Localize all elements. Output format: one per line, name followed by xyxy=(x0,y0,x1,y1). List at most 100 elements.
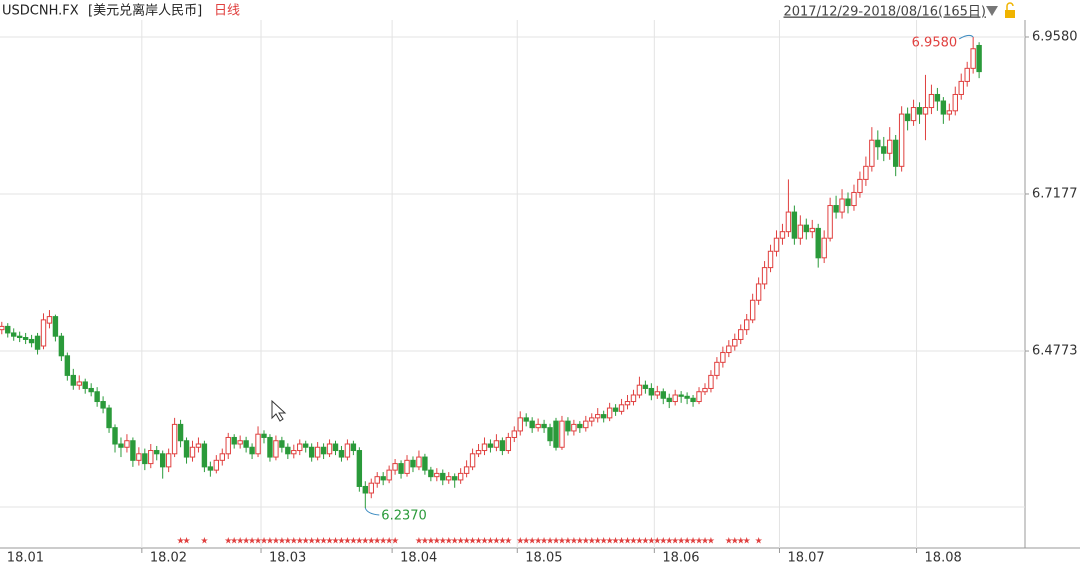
max-label: 6.9580 xyxy=(912,35,958,50)
star-marker: ★ xyxy=(695,537,703,547)
star-marker: ★ xyxy=(182,537,190,547)
star-marker: ★ xyxy=(248,537,256,547)
candle-body xyxy=(630,394,637,403)
star-marker: ★ xyxy=(701,537,709,547)
candle-body xyxy=(892,139,899,167)
candle-body xyxy=(338,450,345,458)
star-marker: ★ xyxy=(433,537,441,547)
star-marker: ★ xyxy=(200,537,208,547)
star-marker: ★ xyxy=(641,537,649,547)
candle-body xyxy=(887,139,893,154)
candle-body xyxy=(332,443,339,452)
star-marker: ★ xyxy=(588,537,596,547)
candle-body xyxy=(666,397,672,403)
star-marker: ★ xyxy=(582,537,590,547)
min-label: 6.2370 xyxy=(381,509,427,524)
star-marker: ★ xyxy=(415,537,423,547)
candle-body xyxy=(94,391,100,403)
candle-body xyxy=(285,446,291,455)
candle-body xyxy=(118,443,124,448)
star-marker: ★ xyxy=(373,537,381,547)
candle-body xyxy=(58,335,65,357)
candle-body xyxy=(678,394,684,397)
candle-body xyxy=(88,387,94,393)
candle-body xyxy=(0,325,5,331)
candle-body xyxy=(487,443,494,448)
candle-body xyxy=(833,205,839,213)
star-marker: ★ xyxy=(302,537,310,547)
candle-body xyxy=(267,436,273,458)
candle-body xyxy=(368,482,374,494)
candle-body xyxy=(857,178,863,193)
y-tick-label: 6.7177 xyxy=(1032,186,1078,201)
candle-body xyxy=(70,374,76,386)
star-marker: ★ xyxy=(647,537,655,547)
star-marker: ★ xyxy=(451,537,459,547)
candle-body xyxy=(898,113,905,167)
candle-body xyxy=(16,335,23,339)
candle-body xyxy=(297,443,303,452)
star-marker: ★ xyxy=(314,537,322,547)
max-leader xyxy=(958,34,974,40)
candle-body xyxy=(714,361,720,376)
candle-body xyxy=(934,93,941,102)
candle-body xyxy=(869,139,875,167)
date-range[interactable]: 2017/12/29-2018/08/16(165日) xyxy=(783,5,986,20)
x-tick-label: 18.07 xyxy=(787,551,824,566)
candle-body xyxy=(183,440,190,458)
candle-body xyxy=(463,466,470,474)
candle-body xyxy=(189,446,196,458)
candle-body xyxy=(416,456,422,468)
star-marker: ★ xyxy=(606,537,614,547)
star-marker: ★ xyxy=(266,537,274,547)
candle-body xyxy=(356,450,363,487)
candle-body xyxy=(225,436,231,455)
instrument-name: [美元兑离岸人民币] xyxy=(88,3,202,19)
candle-body xyxy=(636,384,643,396)
candle-body xyxy=(821,237,827,259)
candle-body xyxy=(249,446,255,455)
star-marker: ★ xyxy=(367,537,375,547)
candle-body xyxy=(22,337,29,340)
candle-body xyxy=(291,450,297,455)
star-marker: ★ xyxy=(683,537,691,547)
star-marker: ★ xyxy=(755,537,763,547)
lock-icon[interactable] xyxy=(1005,2,1015,18)
candle-body xyxy=(446,476,452,481)
star-marker: ★ xyxy=(254,537,262,547)
candle-body xyxy=(64,355,71,376)
candle-body xyxy=(600,414,607,419)
candle-body xyxy=(809,227,815,233)
candle-body xyxy=(749,299,756,321)
candle-body xyxy=(5,325,11,334)
star-marker: ★ xyxy=(665,537,673,547)
star-marker: ★ xyxy=(349,537,357,547)
candle-body xyxy=(255,433,261,455)
star-marker: ★ xyxy=(516,537,524,547)
candle-body xyxy=(755,283,762,301)
candle-body xyxy=(559,420,565,448)
candle-body xyxy=(404,459,410,474)
candle-body xyxy=(523,417,529,422)
star-marker: ★ xyxy=(355,537,363,547)
star-marker: ★ xyxy=(689,537,697,547)
candle-body xyxy=(642,384,649,389)
symbol: USDCNH.FX xyxy=(2,4,79,19)
x-tick-label: 18.03 xyxy=(269,551,306,566)
star-marker: ★ xyxy=(629,537,637,547)
candle-body xyxy=(851,191,857,207)
candle-body xyxy=(457,472,464,481)
candle-body xyxy=(773,237,780,252)
dropdown-arrow[interactable] xyxy=(986,6,998,16)
candle-body xyxy=(243,440,249,448)
candle-body xyxy=(648,387,655,396)
star-marker: ★ xyxy=(469,537,477,547)
candle-body xyxy=(928,93,935,109)
candle-body xyxy=(535,423,541,429)
candle-body xyxy=(499,440,506,452)
star-marker: ★ xyxy=(528,537,536,547)
star-marker: ★ xyxy=(725,537,733,547)
star-marker: ★ xyxy=(659,537,667,547)
